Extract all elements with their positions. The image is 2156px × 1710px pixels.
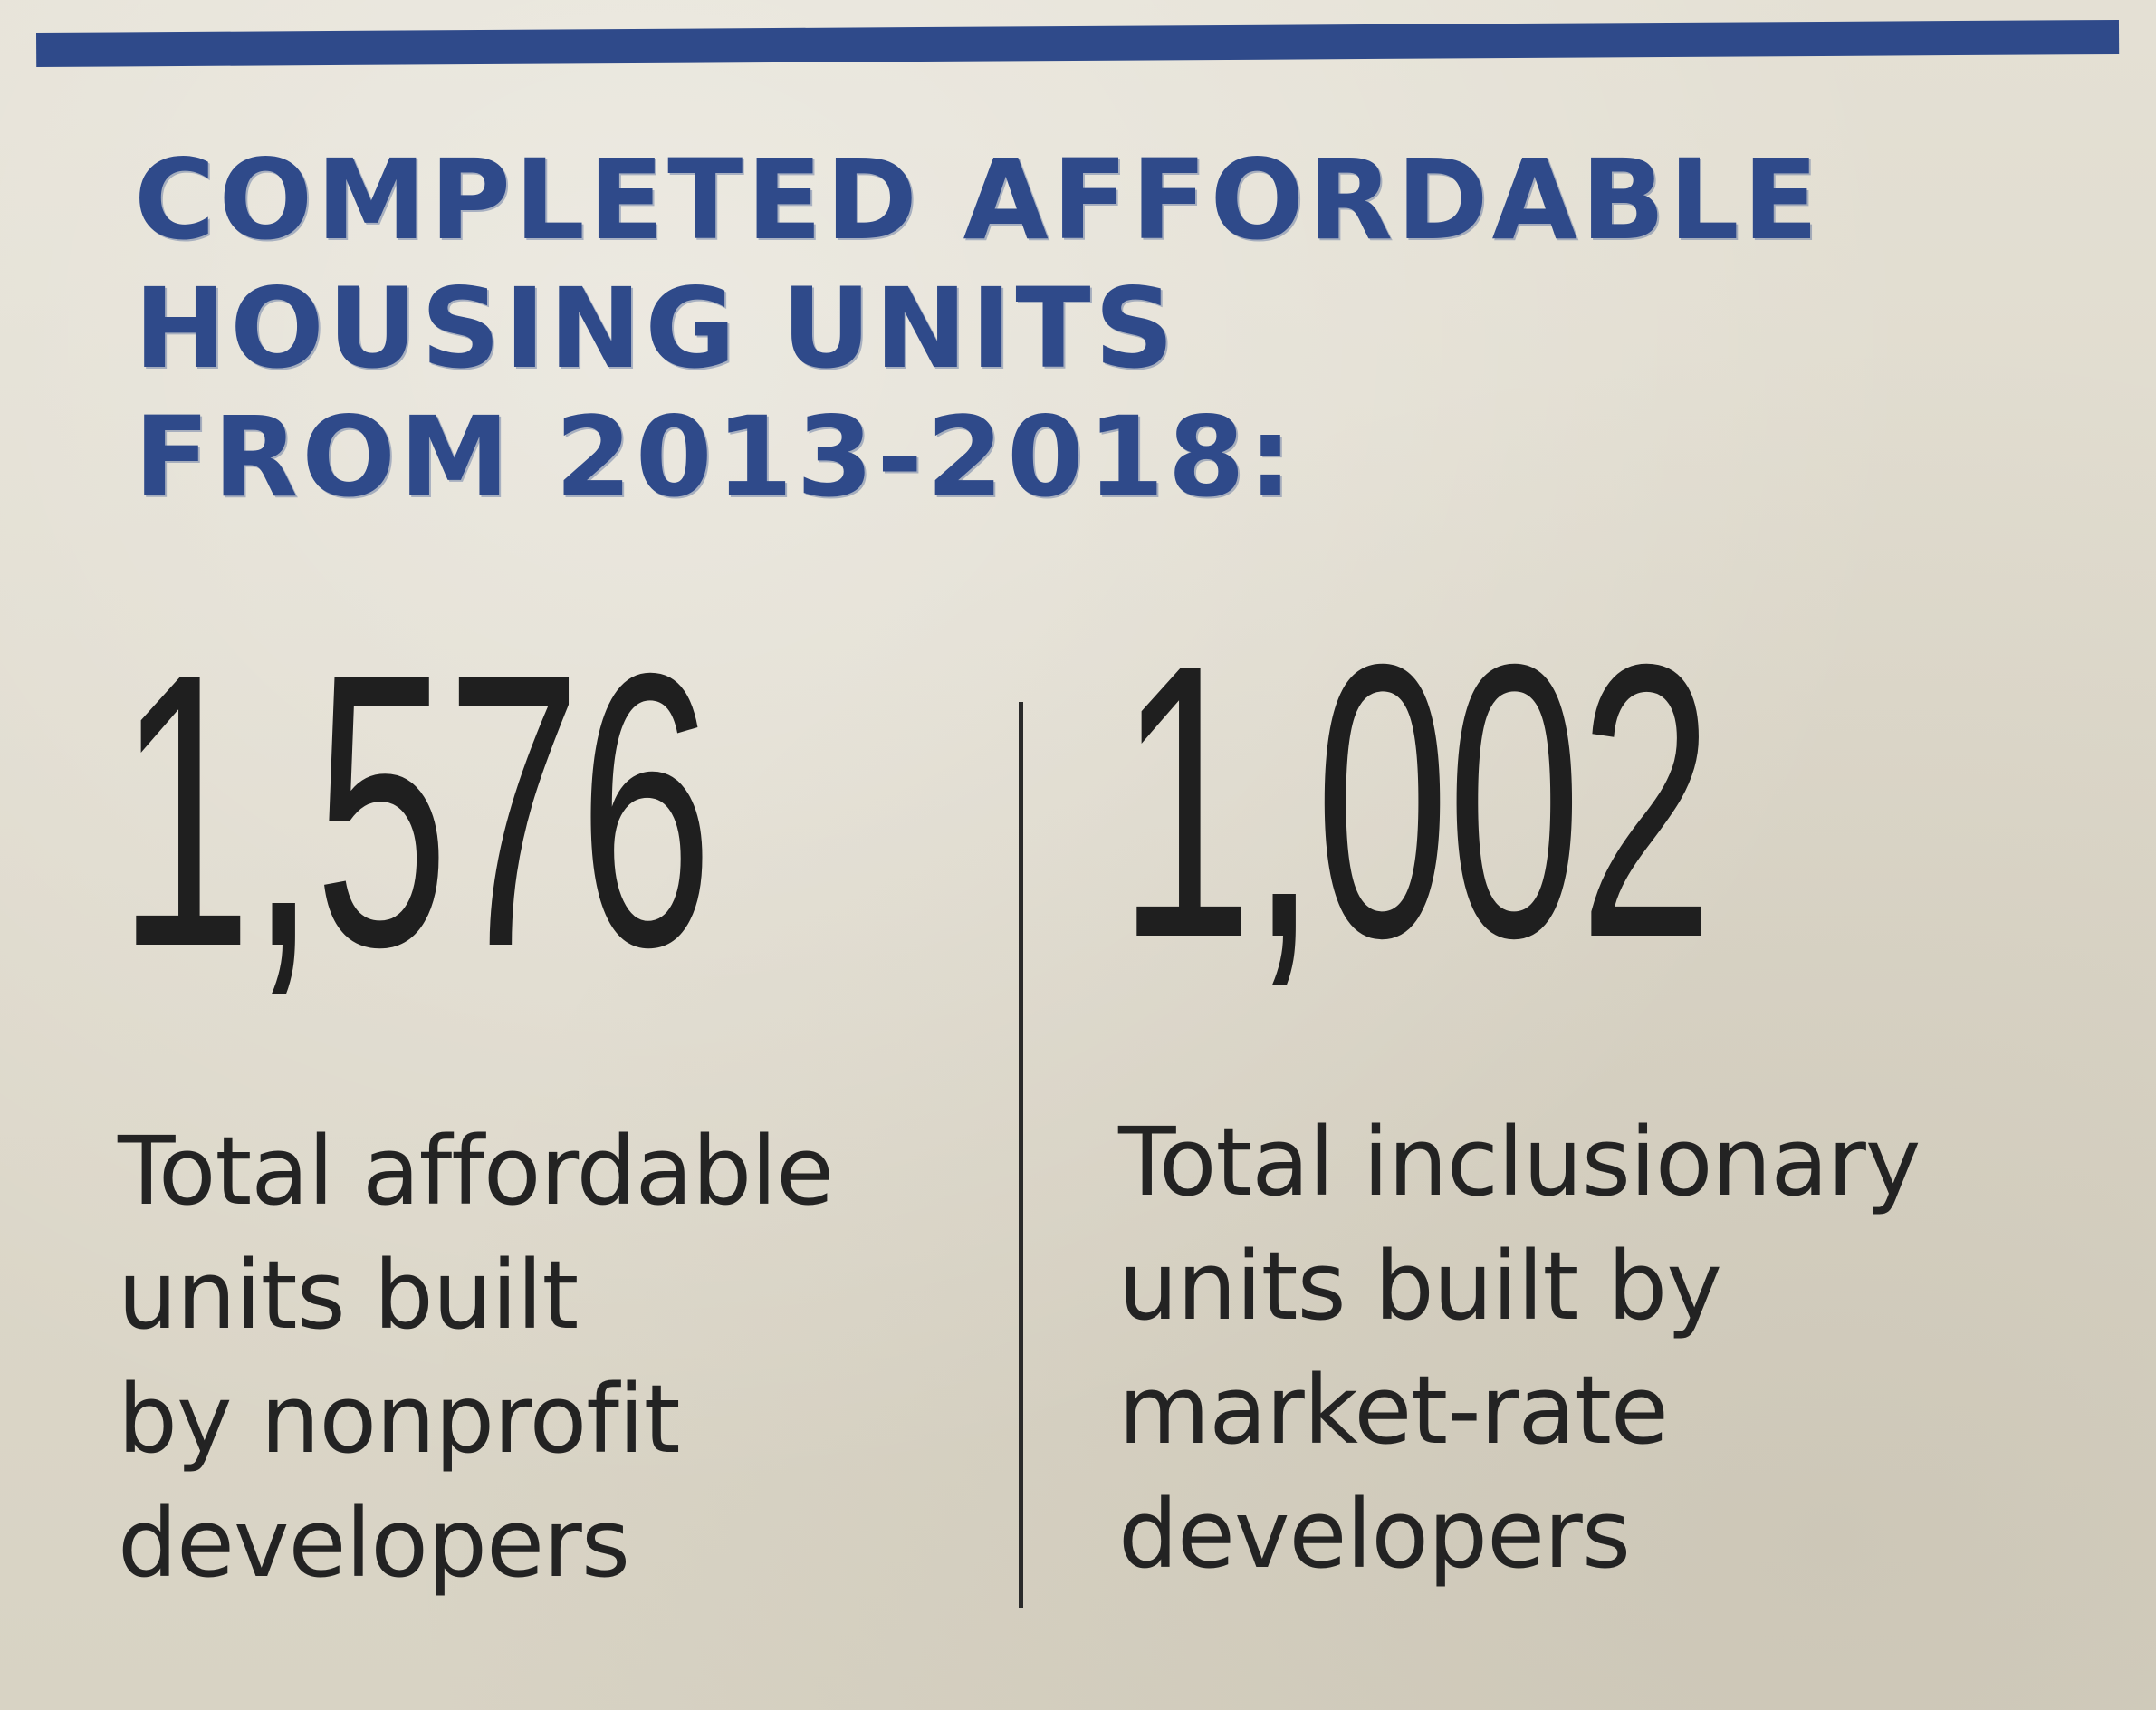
stat-market-rate-description: Total inclusionary units built by market… — [1118, 1107, 1921, 1590]
stat-nonprofit-number: 1,576 — [118, 593, 713, 1028]
infographic-title: COMPLETED AFFORDABLE HOUSING UNITS FROM … — [134, 136, 1854, 522]
title-text: COMPLETED AFFORDABLE HOUSING UNITS FROM … — [134, 136, 1822, 522]
stat-nonprofit: 1,576 Total affordable units built by no… — [118, 598, 987, 1606]
stat-market-rate-number: 1,002 — [1118, 584, 1713, 1019]
stat-nonprofit-description: Total affordable units built by nonprofi… — [118, 1116, 834, 1599]
column-divider — [1019, 702, 1023, 1608]
stat-market-rate: 1,002 Total inclusionary units built by … — [1118, 589, 2078, 1597]
